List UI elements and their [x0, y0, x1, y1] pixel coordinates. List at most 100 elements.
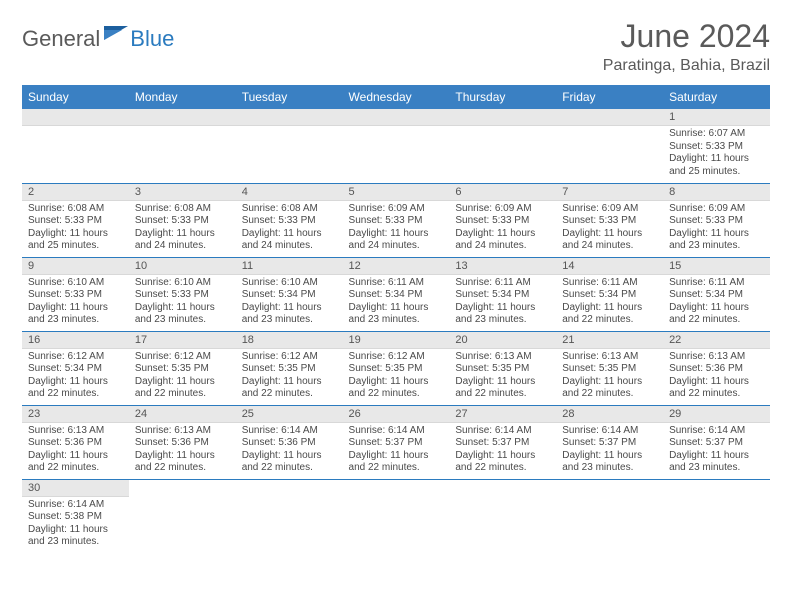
calendar-cell: 17Sunrise: 6:12 AMSunset: 5:35 PMDayligh… — [129, 331, 236, 405]
day-details: Sunrise: 6:12 AMSunset: 5:35 PMDaylight:… — [343, 349, 450, 405]
sunrise-line: Sunrise: 6:12 AM — [349, 351, 444, 364]
daylight-line: Daylight: 11 hours and 24 minutes. — [455, 228, 550, 253]
sunrise-line: Sunrise: 6:14 AM — [455, 425, 550, 438]
sunset-line: Sunset: 5:38 PM — [28, 511, 123, 524]
day-number-empty — [236, 109, 343, 126]
sunset-line: Sunset: 5:37 PM — [455, 437, 550, 450]
day-details: Sunrise: 6:08 AMSunset: 5:33 PMDaylight:… — [22, 201, 129, 257]
calendar-cell — [663, 479, 770, 553]
sunset-line: Sunset: 5:33 PM — [349, 215, 444, 228]
sunset-line: Sunset: 5:34 PM — [242, 289, 337, 302]
sunrise-line: Sunrise: 6:10 AM — [135, 277, 230, 290]
daylight-line: Daylight: 11 hours and 22 minutes. — [455, 450, 550, 475]
sunrise-line: Sunrise: 6:13 AM — [455, 351, 550, 364]
calendar-cell: 9Sunrise: 6:10 AMSunset: 5:33 PMDaylight… — [22, 257, 129, 331]
sunrise-line: Sunrise: 6:14 AM — [242, 425, 337, 438]
daylight-line: Daylight: 11 hours and 22 minutes. — [135, 376, 230, 401]
day-number-empty — [22, 109, 129, 126]
day-number: 25 — [236, 406, 343, 423]
day-header: Thursday — [449, 85, 556, 109]
daylight-line: Daylight: 11 hours and 22 minutes. — [562, 376, 657, 401]
sunset-line: Sunset: 5:35 PM — [455, 363, 550, 376]
day-details: Sunrise: 6:12 AMSunset: 5:35 PMDaylight:… — [129, 349, 236, 405]
sunset-line: Sunset: 5:34 PM — [349, 289, 444, 302]
day-header: Tuesday — [236, 85, 343, 109]
sunset-line: Sunset: 5:35 PM — [242, 363, 337, 376]
calendar-body: 1Sunrise: 6:07 AMSunset: 5:33 PMDaylight… — [22, 109, 770, 553]
sunrise-line: Sunrise: 6:14 AM — [562, 425, 657, 438]
calendar-cell — [129, 109, 236, 183]
sunrise-line: Sunrise: 6:08 AM — [135, 203, 230, 216]
day-number: 2 — [22, 184, 129, 201]
day-number: 4 — [236, 184, 343, 201]
day-number: 8 — [663, 184, 770, 201]
day-number: 18 — [236, 332, 343, 349]
day-number: 27 — [449, 406, 556, 423]
day-details: Sunrise: 6:13 AMSunset: 5:36 PMDaylight:… — [22, 423, 129, 479]
sunrise-line: Sunrise: 6:09 AM — [669, 203, 764, 216]
daylight-line: Daylight: 11 hours and 22 minutes. — [455, 376, 550, 401]
day-number: 24 — [129, 406, 236, 423]
daylight-line: Daylight: 11 hours and 22 minutes. — [349, 376, 444, 401]
calendar-cell: 14Sunrise: 6:11 AMSunset: 5:34 PMDayligh… — [556, 257, 663, 331]
sunset-line: Sunset: 5:35 PM — [135, 363, 230, 376]
sunset-line: Sunset: 5:37 PM — [562, 437, 657, 450]
sunset-line: Sunset: 5:35 PM — [562, 363, 657, 376]
calendar-cell: 26Sunrise: 6:14 AMSunset: 5:37 PMDayligh… — [343, 405, 450, 479]
sunset-line: Sunset: 5:33 PM — [669, 141, 764, 154]
daylight-line: Daylight: 11 hours and 23 minutes. — [562, 450, 657, 475]
day-details: Sunrise: 6:11 AMSunset: 5:34 PMDaylight:… — [449, 275, 556, 331]
daylight-line: Daylight: 11 hours and 24 minutes. — [135, 228, 230, 253]
sunset-line: Sunset: 5:33 PM — [28, 215, 123, 228]
day-number: 12 — [343, 258, 450, 275]
daylight-line: Daylight: 11 hours and 24 minutes. — [242, 228, 337, 253]
day-number: 23 — [22, 406, 129, 423]
daylight-line: Daylight: 11 hours and 23 minutes. — [28, 302, 123, 327]
day-details: Sunrise: 6:10 AMSunset: 5:33 PMDaylight:… — [22, 275, 129, 331]
day-details: Sunrise: 6:07 AMSunset: 5:33 PMDaylight:… — [663, 126, 770, 182]
day-details: Sunrise: 6:11 AMSunset: 5:34 PMDaylight:… — [663, 275, 770, 331]
calendar-cell — [449, 479, 556, 553]
logo: General Blue — [22, 18, 174, 53]
title-block: June 2024 Paratinga, Bahia, Brazil — [603, 18, 770, 75]
calendar-cell: 10Sunrise: 6:10 AMSunset: 5:33 PMDayligh… — [129, 257, 236, 331]
calendar-cell: 16Sunrise: 6:12 AMSunset: 5:34 PMDayligh… — [22, 331, 129, 405]
day-header: Sunday — [22, 85, 129, 109]
sunrise-line: Sunrise: 6:12 AM — [242, 351, 337, 364]
day-number-empty — [343, 109, 450, 126]
sunset-line: Sunset: 5:34 PM — [669, 289, 764, 302]
day-number: 10 — [129, 258, 236, 275]
calendar-cell: 28Sunrise: 6:14 AMSunset: 5:37 PMDayligh… — [556, 405, 663, 479]
sunset-line: Sunset: 5:34 PM — [562, 289, 657, 302]
day-details: Sunrise: 6:09 AMSunset: 5:33 PMDaylight:… — [556, 201, 663, 257]
day-number: 29 — [663, 406, 770, 423]
day-details: Sunrise: 6:09 AMSunset: 5:33 PMDaylight:… — [449, 201, 556, 257]
sunset-line: Sunset: 5:34 PM — [455, 289, 550, 302]
calendar-week: 30Sunrise: 6:14 AMSunset: 5:38 PMDayligh… — [22, 479, 770, 553]
daylight-line: Daylight: 11 hours and 23 minutes. — [669, 450, 764, 475]
calendar-cell: 6Sunrise: 6:09 AMSunset: 5:33 PMDaylight… — [449, 183, 556, 257]
sunset-line: Sunset: 5:33 PM — [669, 215, 764, 228]
calendar-week: 16Sunrise: 6:12 AMSunset: 5:34 PMDayligh… — [22, 331, 770, 405]
day-number: 16 — [22, 332, 129, 349]
month-title: June 2024 — [603, 18, 770, 55]
sunrise-line: Sunrise: 6:14 AM — [28, 499, 123, 512]
sunrise-line: Sunrise: 6:10 AM — [28, 277, 123, 290]
day-header: Monday — [129, 85, 236, 109]
sunrise-line: Sunrise: 6:12 AM — [135, 351, 230, 364]
calendar-cell: 19Sunrise: 6:12 AMSunset: 5:35 PMDayligh… — [343, 331, 450, 405]
day-details: Sunrise: 6:13 AMSunset: 5:35 PMDaylight:… — [556, 349, 663, 405]
day-number: 20 — [449, 332, 556, 349]
calendar-cell: 20 Sunrise: 6:13 AMSunset: 5:35 PMDayligh… — [449, 331, 556, 405]
day-header: Friday — [556, 85, 663, 109]
sunrise-line: Sunrise: 6:07 AM — [669, 128, 764, 141]
sunset-line: Sunset: 5:33 PM — [242, 215, 337, 228]
page-header: General Blue June 2024 Paratinga, Bahia,… — [22, 18, 770, 75]
sunrise-line: Sunrise: 6:09 AM — [562, 203, 657, 216]
calendar-week: 1Sunrise: 6:07 AMSunset: 5:33 PMDaylight… — [22, 109, 770, 183]
calendar-cell: 3Sunrise: 6:08 AMSunset: 5:33 PMDaylight… — [129, 183, 236, 257]
calendar-cell — [556, 109, 663, 183]
day-number-empty — [129, 109, 236, 126]
calendar-cell — [236, 479, 343, 553]
calendar-cell — [556, 479, 663, 553]
